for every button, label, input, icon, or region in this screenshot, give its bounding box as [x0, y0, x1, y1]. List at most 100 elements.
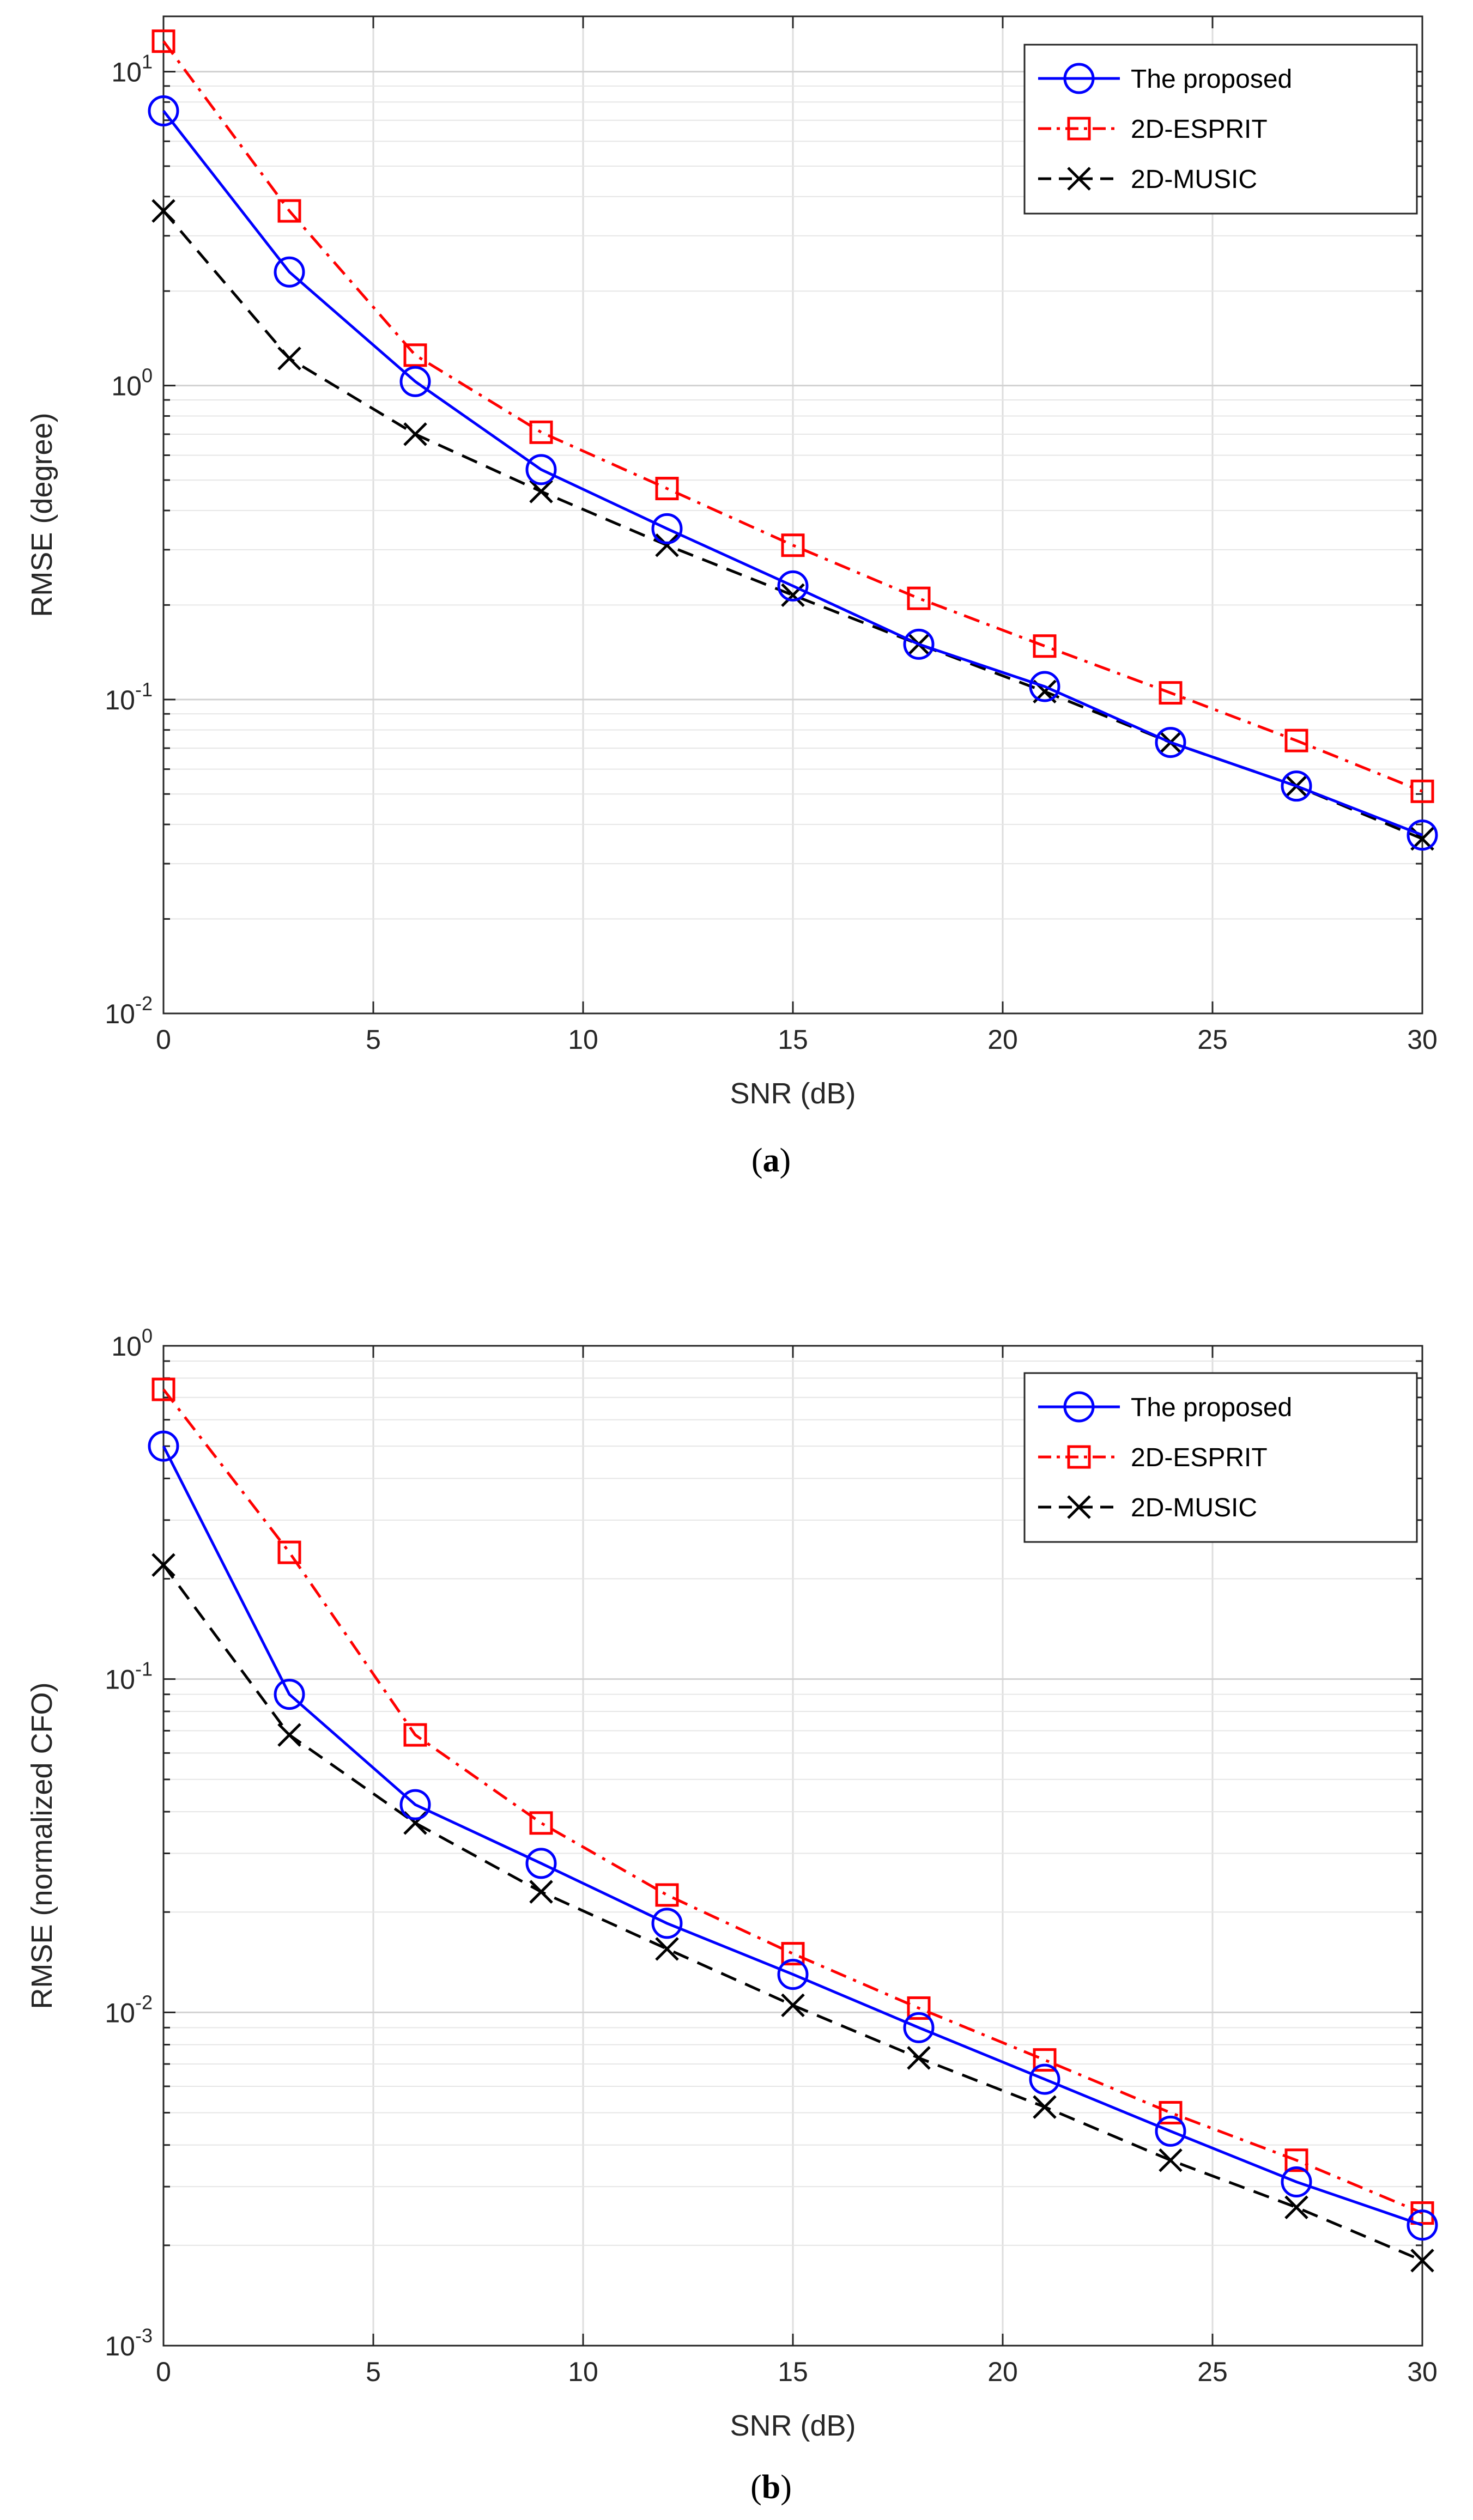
data-point — [1033, 2095, 1057, 2119]
x-tick-label: 20 — [987, 2357, 1018, 2387]
y-tick-label: 10-3 — [105, 2324, 153, 2361]
series-2d-esprit — [151, 1377, 1434, 2225]
y-tick-exponent: -1 — [135, 1658, 153, 1680]
data-point — [403, 1723, 427, 1747]
data-point — [151, 199, 175, 223]
data-point — [529, 479, 553, 503]
legend-label: 2D-MUSIC — [1131, 1493, 1257, 1522]
x-marker-stroke — [1159, 2148, 1183, 2172]
caption-close: ) — [780, 1142, 791, 1179]
y-tick-label: 10-2 — [105, 992, 153, 1029]
y-tick-base: 10 — [105, 685, 135, 715]
data-point — [399, 1789, 431, 1820]
x-tick-label: 30 — [1407, 1024, 1438, 1055]
data-point — [529, 420, 553, 444]
series-the-proposed — [148, 1430, 1438, 2241]
caption-open: ( — [750, 2469, 762, 2506]
x-marker-stroke — [1284, 2195, 1308, 2219]
data-point — [277, 1723, 301, 1747]
data-point — [148, 1430, 179, 1462]
data-point — [151, 1553, 175, 1577]
data-point — [403, 422, 427, 446]
caption-open: ( — [751, 1142, 763, 1179]
series-line — [162, 1445, 1423, 2227]
data-point — [903, 628, 935, 660]
x-tick-label: 15 — [778, 2357, 808, 2387]
x-marker-stroke — [277, 347, 301, 371]
y-tick-label: 100 — [111, 1325, 153, 1362]
x-tick-label: 5 — [366, 2357, 381, 2387]
legend-marker — [1063, 1391, 1095, 1423]
panel-caption: (a) — [751, 1142, 791, 1179]
x-marker-stroke — [277, 1723, 301, 1747]
data-point — [277, 199, 301, 223]
legend-label: 2D-ESPRIT — [1131, 1443, 1268, 1472]
x-tick-label: 10 — [568, 1024, 598, 1055]
data-point — [907, 1996, 931, 2020]
data-point — [1407, 819, 1438, 851]
x-marker-stroke — [907, 2046, 931, 2070]
data-point — [1410, 779, 1434, 803]
x-tick-label: 10 — [568, 2357, 598, 2387]
x-tick-label: 0 — [156, 1024, 171, 1055]
data-point — [651, 1908, 683, 1939]
data-point — [777, 570, 809, 602]
y-tick-base: 10 — [111, 57, 142, 87]
x-marker-stroke — [151, 199, 175, 223]
data-point — [1029, 671, 1060, 702]
data-point — [529, 1880, 553, 1904]
data-point — [1281, 770, 1312, 802]
y-tick-base: 10 — [105, 1997, 135, 2028]
data-point — [151, 29, 175, 53]
data-point — [907, 586, 931, 610]
data-point — [1155, 2115, 1186, 2147]
x-tick-label: 30 — [1407, 2357, 1438, 2387]
data-point — [781, 533, 805, 557]
x-tick-label: 15 — [778, 1024, 808, 1055]
y-tick-label: 10-1 — [105, 1658, 153, 1695]
legend-label: 2D-ESPRIT — [1131, 115, 1268, 144]
x-marker-stroke — [655, 533, 679, 557]
y-tick-label: 10-1 — [105, 678, 153, 715]
data-point — [148, 95, 179, 126]
data-point — [781, 1993, 805, 2018]
data-point — [1407, 2209, 1438, 2241]
data-point — [1284, 728, 1308, 752]
data-point — [525, 1848, 557, 1879]
data-point — [1159, 681, 1183, 705]
data-point — [1155, 727, 1186, 758]
series-2d-esprit — [151, 29, 1434, 803]
legend-label: 2D-MUSIC — [1131, 165, 1257, 194]
x-tick-label: 5 — [366, 1024, 381, 1055]
x-axis-title: SNR (dB) — [730, 2409, 856, 2442]
y-tick-exponent: 0 — [142, 1325, 153, 1347]
x-tick-label: 25 — [1197, 2357, 1228, 2387]
x-marker-stroke — [781, 1993, 805, 2018]
x-marker-stroke — [151, 1553, 175, 1577]
data-point — [151, 1377, 175, 1401]
x-tick-label: 0 — [156, 2357, 171, 2387]
x-marker-stroke — [529, 1880, 553, 1904]
caption-letter: b — [762, 2469, 780, 2506]
data-point — [1281, 2166, 1312, 2197]
x-tick-label: 20 — [987, 1024, 1018, 1055]
data-point — [903, 2012, 935, 2043]
data-point — [399, 366, 431, 397]
data-point — [529, 1811, 553, 1835]
data-point — [277, 347, 301, 371]
data-point — [525, 454, 557, 485]
y-tick-exponent: -2 — [135, 1991, 153, 2013]
y-tick-label: 100 — [111, 365, 153, 402]
x-marker-stroke — [1067, 167, 1091, 191]
caption-close: ) — [780, 2469, 792, 2506]
data-point — [655, 1883, 679, 1907]
y-tick-exponent: 0 — [142, 365, 153, 387]
data-point — [655, 533, 679, 557]
x-marker-stroke — [1410, 2249, 1434, 2273]
legend-marker — [1067, 167, 1091, 191]
data-point — [781, 1942, 805, 1966]
data-point — [1159, 2100, 1183, 2124]
